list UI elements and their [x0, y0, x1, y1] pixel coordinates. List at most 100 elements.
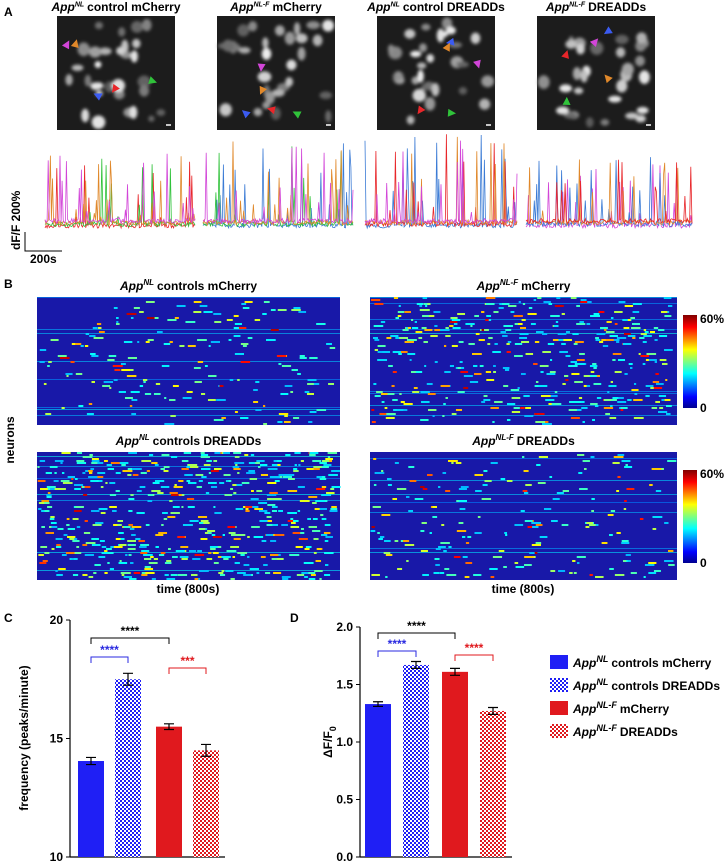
heat-cell	[667, 305, 673, 307]
heat-cell	[234, 411, 238, 413]
heat-cell	[316, 476, 321, 478]
heat-cell	[207, 399, 216, 401]
heat-cell	[502, 367, 510, 369]
heat-cell	[118, 532, 124, 534]
heat-cell	[288, 478, 295, 480]
heat-cell	[557, 333, 567, 335]
heat-cell	[226, 550, 237, 552]
heat-cell	[112, 546, 123, 548]
arrow	[241, 110, 251, 119]
heat-cell	[633, 417, 644, 419]
heat-cell	[494, 343, 498, 345]
heat-cell	[652, 528, 657, 530]
heat-cell	[211, 534, 216, 536]
heat-cell	[71, 558, 74, 560]
heat-cell	[449, 365, 454, 367]
gene: App	[366, 0, 390, 14]
heat-cell	[266, 494, 277, 496]
heat-cell	[152, 482, 160, 484]
arrow	[604, 74, 613, 84]
heat-cell	[185, 321, 196, 323]
heat-cell	[43, 383, 47, 385]
heat-cell	[120, 572, 131, 574]
heat-cell	[245, 506, 253, 508]
cell	[441, 17, 453, 30]
heat-cell	[115, 472, 121, 474]
error-bar	[123, 672, 133, 686]
heat-cell	[469, 381, 479, 383]
heat-cell	[606, 321, 612, 323]
heat-row	[370, 297, 677, 298]
heat-cell	[200, 456, 210, 458]
label: controls DREADDs	[611, 679, 720, 693]
heat-cell	[189, 466, 199, 468]
heat-cell	[444, 568, 450, 570]
heat-cell	[264, 512, 271, 514]
heat-cell	[622, 343, 632, 345]
heat-cell	[457, 367, 462, 369]
heat-cell	[282, 476, 286, 478]
heat-cell	[490, 576, 495, 578]
heat-cell	[258, 502, 268, 504]
heat-cell	[661, 363, 668, 365]
heat-cell	[421, 401, 430, 403]
heat-cell	[128, 498, 135, 500]
heat-cell	[287, 512, 297, 514]
heat-cell	[612, 359, 616, 361]
heat-cell	[263, 405, 266, 407]
heat-cell	[313, 552, 317, 554]
heat-cell	[392, 498, 398, 500]
bar	[480, 710, 506, 857]
heat-cell	[76, 452, 83, 454]
arrow	[447, 108, 457, 117]
arrow	[259, 85, 267, 95]
heat-cell	[82, 544, 88, 546]
heat-cell	[468, 343, 475, 345]
heat-cell	[631, 389, 639, 391]
heat-cell	[424, 365, 427, 367]
heat-cell	[583, 468, 587, 470]
heat-cell	[106, 464, 112, 466]
heat-cell	[409, 480, 417, 482]
heat-cell	[91, 460, 100, 462]
heat-cell	[610, 510, 616, 512]
heat-cell	[503, 566, 507, 568]
heat-cell	[146, 317, 157, 319]
heat-cell	[598, 311, 605, 313]
heat-cell	[112, 510, 117, 512]
heat-cell	[650, 387, 657, 389]
heat-cell	[238, 327, 247, 329]
heat-cell	[319, 578, 322, 580]
heat-cell	[391, 385, 395, 387]
colorbar-max: 60%	[700, 467, 724, 481]
heat-cell	[175, 550, 185, 552]
heat-cell	[445, 335, 451, 337]
genotype: NL	[390, 2, 399, 9]
heat-cell	[46, 488, 51, 490]
arrow	[292, 111, 302, 119]
cell	[274, 25, 285, 36]
heat-cell	[282, 476, 292, 478]
heat-cell	[604, 329, 607, 331]
heat-cell	[274, 534, 285, 536]
heat-cell	[54, 488, 62, 490]
heat-cell	[194, 381, 202, 383]
heat-cell	[244, 454, 249, 456]
heat-cell	[658, 335, 668, 337]
heat-cell	[273, 460, 277, 462]
heat-cell	[110, 546, 114, 548]
heat-cell	[263, 301, 270, 303]
heat-cell	[291, 522, 296, 524]
heat-cell	[415, 371, 423, 373]
heat-cell	[400, 401, 405, 403]
y-axis-title: ΔF/F0	[321, 726, 338, 758]
heat-cell	[658, 411, 668, 413]
heat-cell	[419, 305, 423, 307]
heat-cell	[324, 552, 334, 554]
heat-cell	[590, 371, 595, 373]
heat-cell	[664, 315, 672, 317]
heat-cell	[74, 510, 82, 512]
micrograph	[537, 16, 655, 130]
cell	[412, 88, 426, 102]
heat-cell	[82, 574, 88, 576]
